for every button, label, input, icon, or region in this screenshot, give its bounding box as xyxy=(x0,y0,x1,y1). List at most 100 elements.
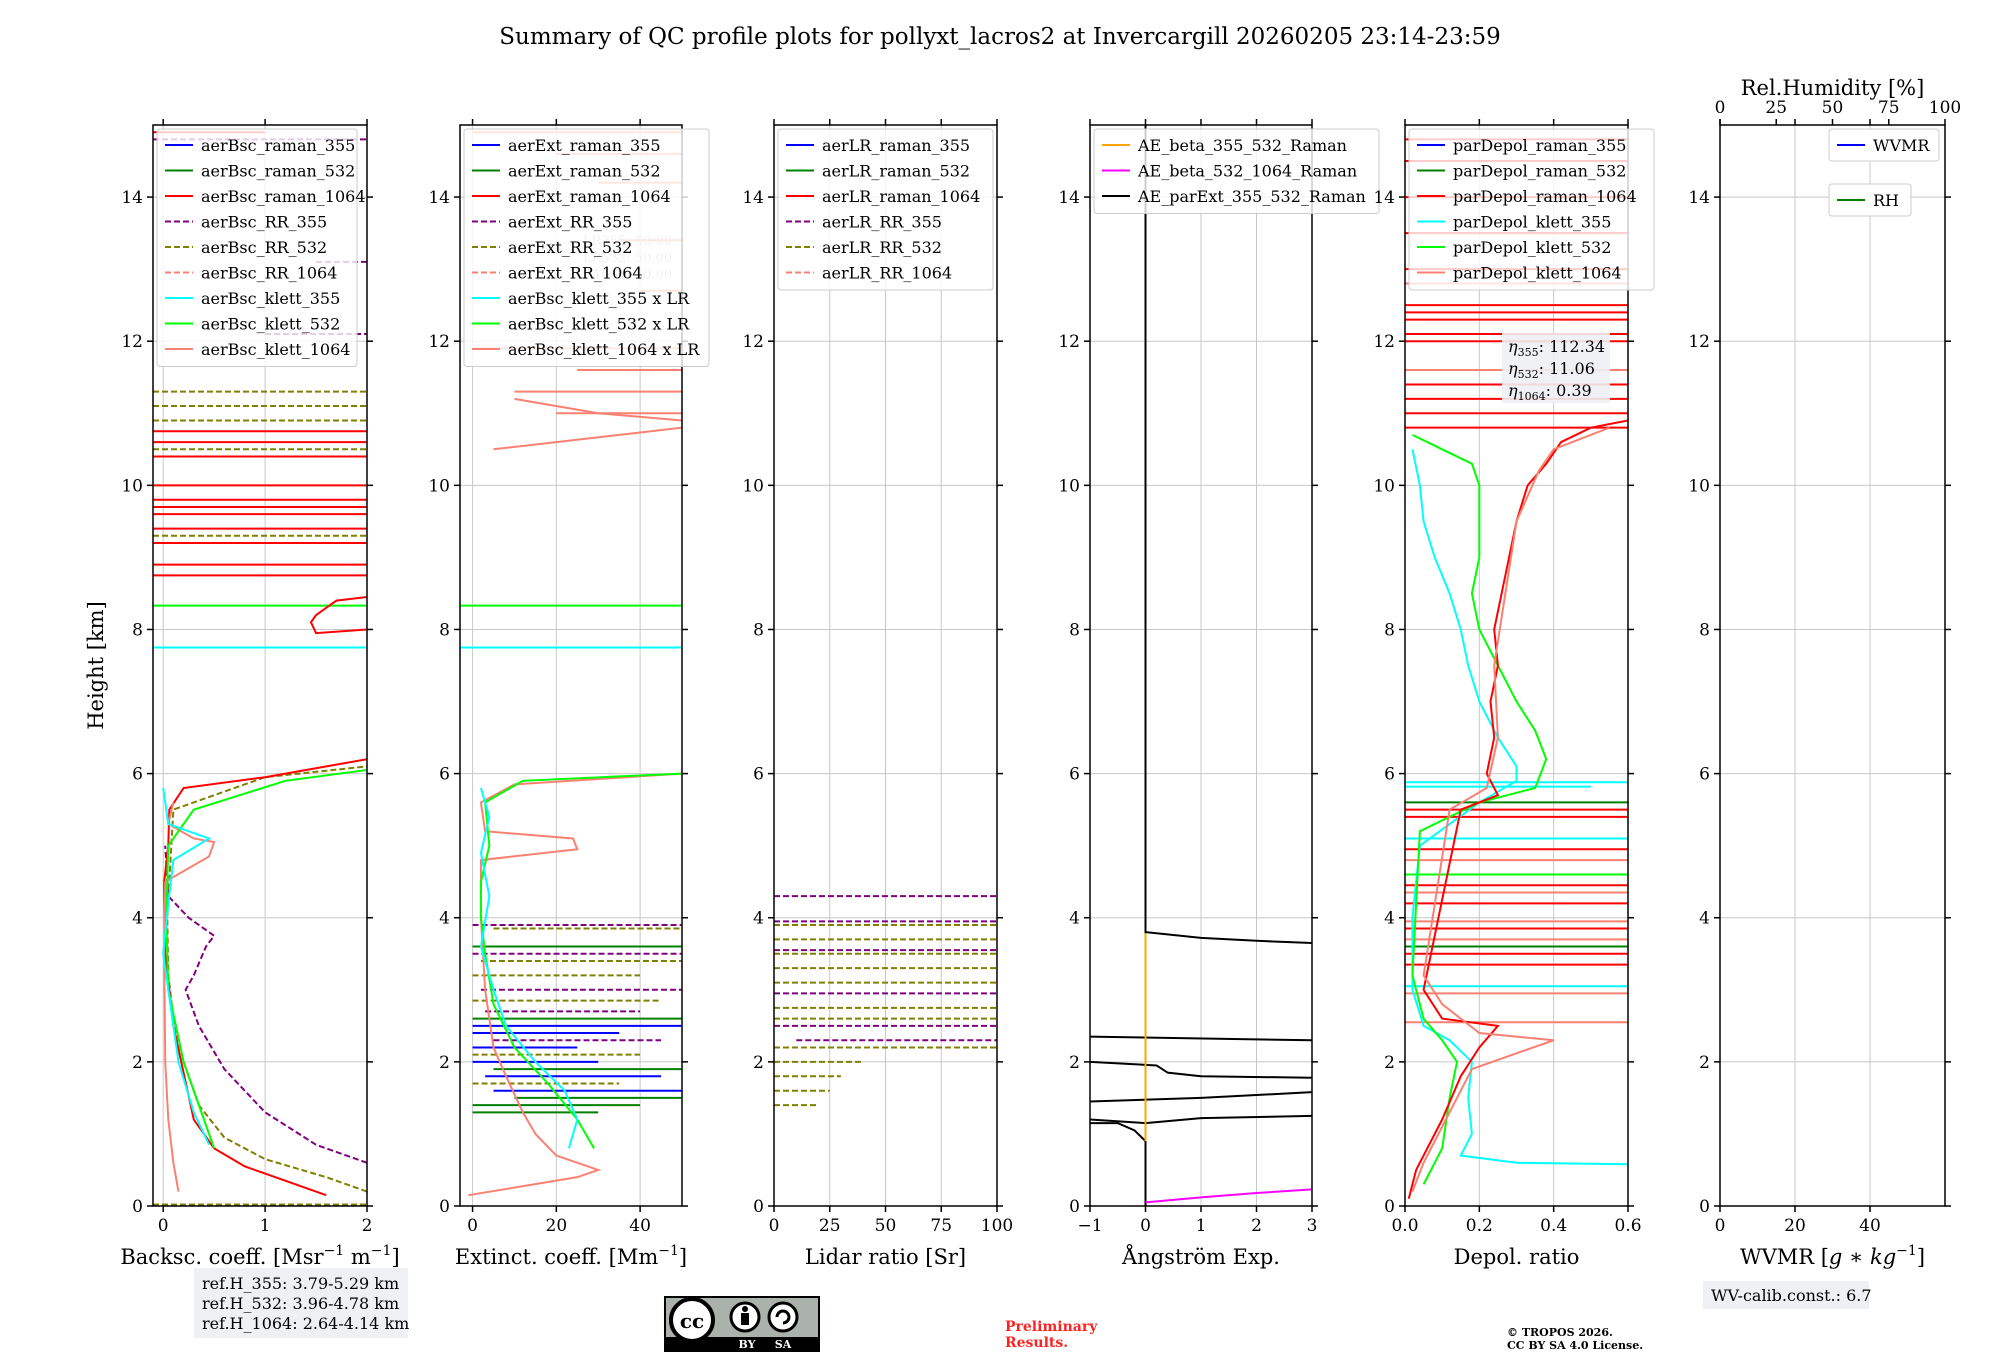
ytick-label: 8 xyxy=(1699,620,1710,640)
ytick-label: 14 xyxy=(742,188,764,208)
series-aerBsc_klett_1064 xyxy=(163,802,216,1192)
series-parDepol_raman_1064 xyxy=(1407,419,1628,1200)
copyright-line2: CC BY SA 4.0 License. xyxy=(1507,1339,1643,1352)
ytick-label: 8 xyxy=(132,620,143,640)
preliminary-line1: Preliminary xyxy=(1005,1319,1098,1335)
legend-label: AE_parExt_355_532_Raman xyxy=(1137,187,1366,206)
series-aerBsc_RR_355 xyxy=(164,845,367,1164)
legend-label: aerLR_raman_1064 xyxy=(822,187,980,206)
ytick-label: 0 xyxy=(1069,1197,1080,1217)
xtick-label: 2 xyxy=(1251,1216,1262,1236)
ytick-label: 2 xyxy=(1699,1053,1710,1073)
legend-label: AE_beta_355_532_Raman xyxy=(1137,136,1347,155)
badge-by: BY xyxy=(739,1338,756,1351)
legend-label: aerLR_raman_532 xyxy=(822,162,970,181)
xtick-label: 50 xyxy=(875,1216,897,1236)
series-AE_parExt_355_532_Raman xyxy=(1144,125,1312,944)
ytick-label: 0 xyxy=(1384,1197,1395,1217)
legend-label: aerBsc_RR_1064 xyxy=(201,264,337,283)
series-parDepol_klett_355 xyxy=(1411,449,1628,1166)
ytick-label: 6 xyxy=(1069,765,1080,785)
legend: parDepol_raman_355 parDepol_raman_532 parD… xyxy=(1408,128,1655,291)
legend-label: aerBsc_klett_1064 x LR xyxy=(508,340,700,359)
yaxis-label: Height [km] xyxy=(84,601,108,730)
ytick-label: 6 xyxy=(753,765,764,785)
ytick-label: 10 xyxy=(1688,476,1710,496)
plot-area xyxy=(1090,125,1312,1206)
eta-box-bg xyxy=(1502,333,1610,403)
ytick-label: 4 xyxy=(753,909,764,929)
legend: aerExt_raman_355 aerExt_raman_532 aerExt_r… xyxy=(463,128,710,367)
legend-label: aerBsc_RR_532 xyxy=(201,238,327,257)
top-tick-label: 75 xyxy=(1878,98,1900,118)
ytick-label: 12 xyxy=(1373,332,1395,352)
legend-label: parDepol_raman_1064 xyxy=(1453,187,1637,206)
legend-box-wvmr xyxy=(1828,128,1940,162)
wv-calib-box: WV-calib.const.: 6.7 xyxy=(1703,1281,1872,1309)
top-tick-label: 100 xyxy=(1929,98,1961,118)
profile-path xyxy=(1090,1114,1312,1125)
legend-label: aerBsc_klett_1064 xyxy=(201,340,350,359)
ytick-label: 4 xyxy=(132,909,143,929)
plot-area xyxy=(774,895,997,1107)
xaxis-label: Ångström Exp. xyxy=(1121,1244,1280,1269)
ytick-label: 14 xyxy=(1373,188,1395,208)
ytick-label: 14 xyxy=(428,188,450,208)
legend-box-rh xyxy=(1828,183,1912,217)
legend-label: RH xyxy=(1873,191,1899,210)
legend-label: aerBsc_raman_1064 xyxy=(201,187,366,206)
xtick-label: 3 xyxy=(1307,1216,1318,1236)
figure-title: Summary of QC profile plots for pollyxt_… xyxy=(499,24,1500,50)
xtick-label: 20 xyxy=(546,1216,568,1236)
series-aerBsc_klett_532 xyxy=(165,769,367,1149)
series-AE_beta_532_1064_Raman xyxy=(1145,1188,1312,1204)
xtick-label: 1 xyxy=(1196,1216,1207,1236)
ytick-label: 2 xyxy=(1069,1053,1080,1073)
sa-icon xyxy=(767,1301,799,1333)
ref-height-355: ref.H_355: 3.79-5.29 km xyxy=(202,1274,399,1293)
xtick-label: 25 xyxy=(819,1216,841,1236)
legend-label: AE_beta_532_1064_Raman xyxy=(1137,162,1357,181)
legend-label: aerBsc_klett_355 xyxy=(201,289,340,308)
ytick-label: 8 xyxy=(439,620,450,640)
ytick-label: 2 xyxy=(753,1053,764,1073)
ytick-label: 14 xyxy=(1688,188,1710,208)
cc-icon xyxy=(669,1297,715,1343)
ytick-label: 4 xyxy=(1384,909,1395,929)
legend: WVMR RH xyxy=(1828,128,1940,217)
xtick-label: 0.6 xyxy=(1614,1216,1641,1236)
legend-label: parDepol_klett_1064 xyxy=(1453,264,1622,283)
xtick-label: −1 xyxy=(1077,1216,1102,1236)
legend-label: aerExt_raman_532 xyxy=(508,162,661,181)
legend: aerLR_raman_355 aerLR_raman_532 aerLR_rama… xyxy=(777,128,994,291)
legend-label: parDepol_raman_355 xyxy=(1453,136,1626,155)
xtick-label: 40 xyxy=(629,1216,651,1236)
legend-box xyxy=(1408,128,1655,291)
ref-heights-box: ref.H_355: 3.79-5.29 km ref.H_532: 3.96-… xyxy=(194,1268,409,1338)
ytick-label: 8 xyxy=(753,620,764,640)
ref-height-532: ref.H_532: 3.96-4.78 km xyxy=(202,1294,399,1313)
ytick-label: 0 xyxy=(439,1197,450,1217)
ytick-label: 2 xyxy=(132,1053,143,1073)
legend-label: aerLR_raman_355 xyxy=(822,136,970,155)
ytick-label: 12 xyxy=(1058,332,1080,352)
ytick-label: 10 xyxy=(1058,476,1080,496)
axes-frame xyxy=(459,124,683,1207)
legend-box xyxy=(156,128,358,367)
profile-path xyxy=(1090,1091,1312,1103)
profile-path xyxy=(1090,1122,1147,1206)
grid xyxy=(1719,125,1945,1207)
profile-path xyxy=(1090,1060,1312,1079)
ytick-label: 2 xyxy=(439,1053,450,1073)
wv-calib-text: WV-calib.const.: 6.7 xyxy=(1711,1286,1872,1305)
legend-label: parDepol_klett_532 xyxy=(1453,238,1611,257)
axes-frame xyxy=(1404,124,1629,1207)
xtick-label: 0 xyxy=(158,1216,169,1236)
ytick-label: 4 xyxy=(439,909,450,929)
series-parDepol_klett_532 xyxy=(1411,433,1548,1185)
series-parDepol_klett_1064 xyxy=(1411,426,1610,1192)
ytick-label: 4 xyxy=(1699,909,1710,929)
